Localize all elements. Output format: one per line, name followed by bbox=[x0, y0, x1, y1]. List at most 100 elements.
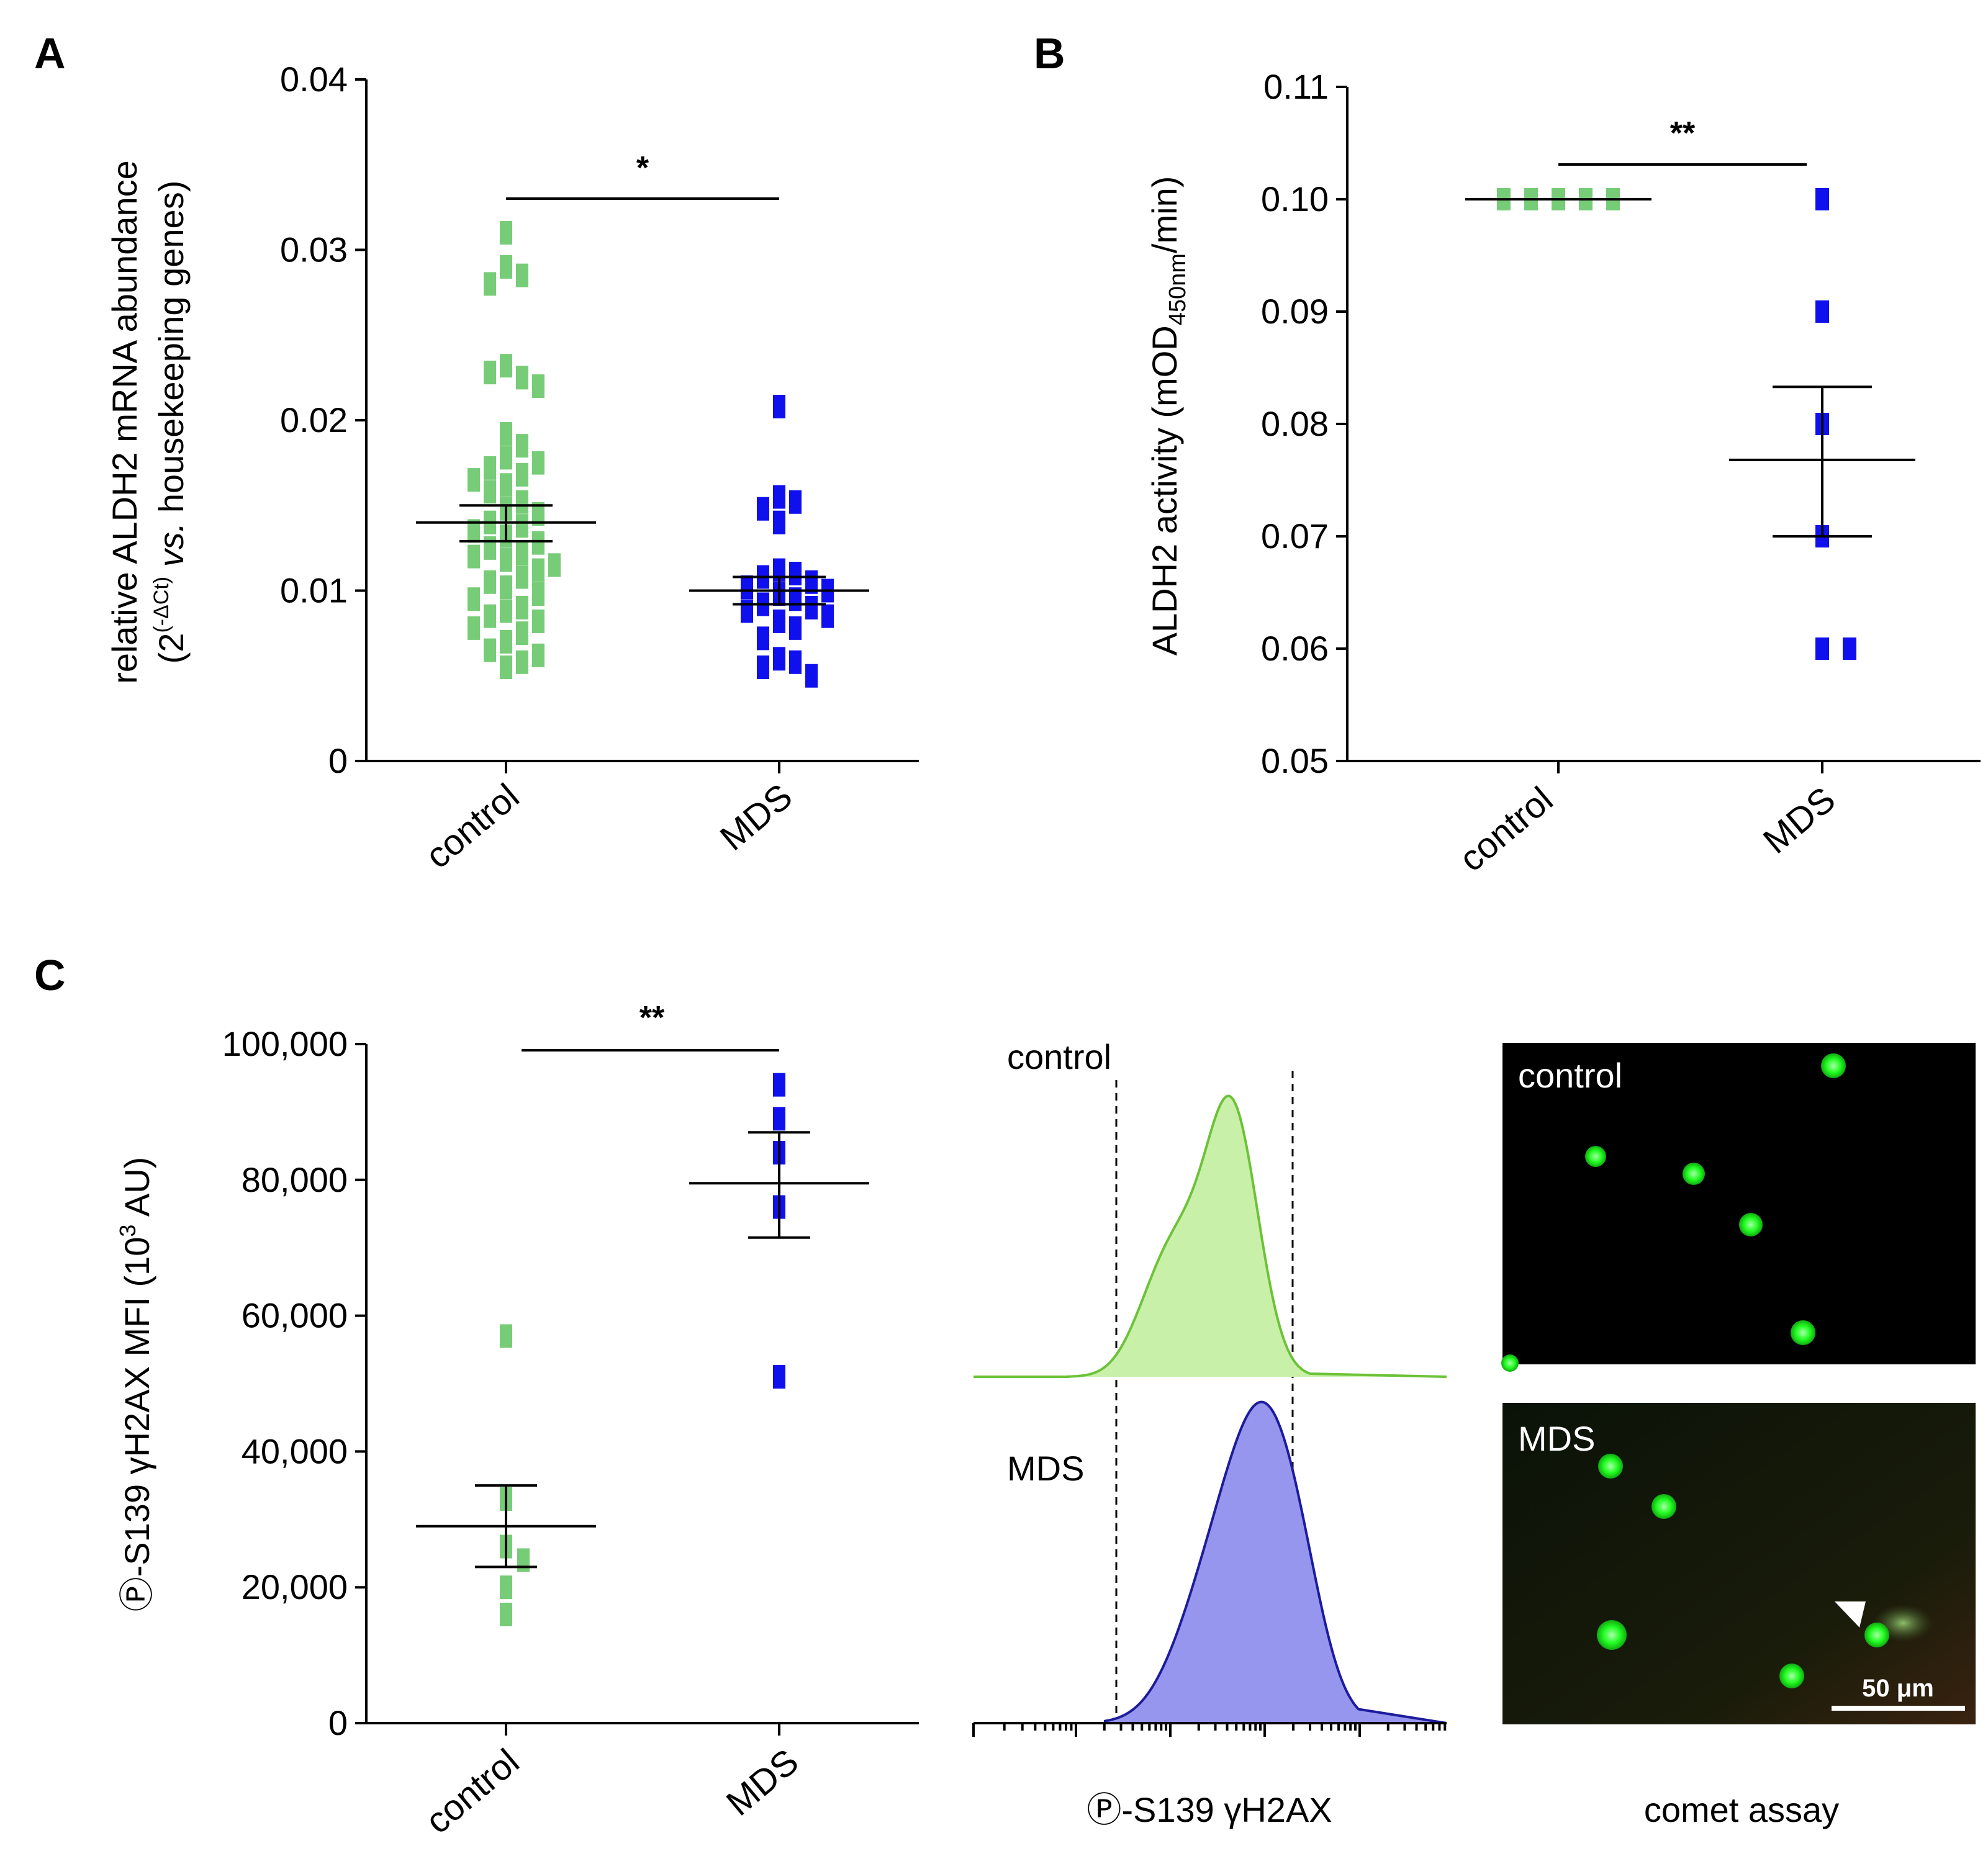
comet-image-mds: MDS 50 μm bbox=[1502, 1403, 1976, 1724]
data-point-mds bbox=[773, 1073, 785, 1097]
nucleus bbox=[1683, 1163, 1705, 1185]
nucleus bbox=[1501, 1354, 1519, 1372]
y-tick-label: 0.11 bbox=[1263, 67, 1329, 106]
y-tick-label: 0.02 bbox=[280, 400, 348, 439]
y-tick-label: 0 bbox=[328, 1703, 348, 1742]
nucleus bbox=[1821, 1053, 1846, 1078]
data-point-mds bbox=[789, 562, 802, 586]
data-point-control bbox=[532, 643, 544, 667]
data-point-control bbox=[516, 462, 528, 487]
data-point-mds bbox=[773, 1107, 785, 1131]
panel-c-category-mds: MDS bbox=[719, 1741, 806, 1824]
data-point-control bbox=[548, 553, 561, 577]
data-point-control bbox=[532, 374, 544, 399]
panel-b-chart: 0.050.060.070.080.090.100.11 ** control … bbox=[1145, 67, 1981, 880]
panel-c-error-bars bbox=[416, 1131, 869, 1569]
panel-c-significance: ** bbox=[639, 1000, 665, 1036]
data-point-control bbox=[484, 456, 496, 480]
data-point-mds bbox=[1843, 637, 1856, 660]
histogram-control-curve bbox=[974, 1094, 1447, 1378]
data-point-mds bbox=[773, 647, 785, 671]
nucleus bbox=[1651, 1494, 1676, 1519]
panel-a-significance: * bbox=[636, 150, 649, 186]
data-point-control bbox=[484, 638, 496, 662]
panel-a-y-ticks: 0 0.01 0.02 0.03 0.04 bbox=[280, 60, 366, 780]
panel-letter-b: B bbox=[1034, 29, 1065, 78]
data-point-mds bbox=[773, 510, 785, 534]
data-point-control bbox=[500, 354, 512, 378]
data-point-mds bbox=[805, 595, 818, 619]
comet-image-label-mds: MDS bbox=[1518, 1419, 1595, 1458]
data-point-mds bbox=[821, 604, 834, 628]
data-point-mds bbox=[741, 575, 753, 600]
y-tick-label: 20,000 bbox=[242, 1567, 348, 1606]
panel-b-category-control: control bbox=[1452, 779, 1560, 880]
data-point-control bbox=[484, 361, 496, 385]
data-point-mds bbox=[741, 599, 753, 623]
y-tick-label: 60,000 bbox=[242, 1296, 348, 1335]
y-tick-label: 40,000 bbox=[242, 1431, 348, 1470]
nucleus bbox=[1779, 1664, 1804, 1688]
arrowhead-icon bbox=[1835, 1601, 1866, 1628]
data-point-control bbox=[484, 480, 496, 504]
data-point-control bbox=[484, 536, 496, 560]
data-point-mds bbox=[757, 497, 769, 521]
data-point-mds bbox=[757, 626, 769, 651]
y-tick-label: 0.05 bbox=[1261, 741, 1329, 780]
data-point-control bbox=[500, 1575, 512, 1600]
data-point-control bbox=[468, 544, 480, 569]
y-tick-label: 0.01 bbox=[280, 571, 348, 610]
data-point-control bbox=[484, 272, 496, 296]
data-point-control bbox=[532, 558, 544, 582]
histogram-x-label: Ⓟ-S139 γH2AX bbox=[1087, 1790, 1332, 1829]
panel-a-y-label-line1: relative ALDH2 mRNA abundance bbox=[105, 160, 144, 684]
nucleus bbox=[1791, 1320, 1815, 1345]
data-point-control bbox=[532, 582, 544, 606]
y-tick-label: 0.04 bbox=[280, 60, 348, 99]
data-point-control bbox=[468, 468, 480, 492]
data-point-mds bbox=[805, 664, 818, 688]
data-point-control bbox=[468, 616, 480, 640]
nucleus bbox=[1739, 1213, 1763, 1236]
data-point-control bbox=[516, 263, 528, 287]
comet-image-control-background bbox=[1502, 1043, 1976, 1364]
data-point-control bbox=[500, 548, 512, 572]
data-point-control bbox=[516, 541, 528, 565]
comet-image-label-control: control bbox=[1518, 1056, 1622, 1095]
data-point-mds bbox=[789, 616, 802, 640]
panel-b-category-mds: MDS bbox=[1756, 779, 1843, 862]
histogram-label-mds: MDS bbox=[1007, 1449, 1084, 1488]
panel-b-points bbox=[1497, 188, 1856, 660]
data-point-mds bbox=[1815, 188, 1829, 210]
data-point-control bbox=[532, 609, 544, 633]
data-point-mds bbox=[773, 609, 785, 633]
data-point-control bbox=[516, 621, 528, 646]
y-tick-label: 0.07 bbox=[1261, 516, 1329, 556]
data-point-mds bbox=[773, 1365, 785, 1389]
data-point-control bbox=[500, 1324, 512, 1348]
data-point-control bbox=[500, 629, 512, 654]
panel-a-category-mds: MDS bbox=[713, 776, 800, 858]
panel-letter-c: C bbox=[34, 951, 66, 999]
data-point-mds bbox=[757, 655, 769, 680]
histogram-mds-curve bbox=[974, 1400, 1447, 1724]
data-point-control bbox=[532, 531, 544, 555]
data-point-control bbox=[484, 604, 496, 628]
data-point-mds bbox=[773, 395, 785, 419]
data-point-control bbox=[500, 1602, 512, 1626]
nucleus bbox=[1598, 1454, 1623, 1479]
data-point-control bbox=[468, 519, 480, 543]
data-point-control bbox=[516, 595, 528, 619]
data-point-control bbox=[500, 473, 512, 497]
data-point-mds bbox=[789, 490, 802, 514]
data-point-control bbox=[500, 599, 512, 623]
data-point-mds bbox=[1815, 637, 1829, 660]
scale-bar-label: 50 μm bbox=[1862, 1675, 1934, 1702]
y-tick-label: 0.03 bbox=[280, 230, 348, 269]
data-point-control bbox=[500, 655, 512, 680]
histogram-label-control: control bbox=[1007, 1037, 1111, 1076]
panel-c-chart: 0 20,000 40,000 60,000 80,000 100,000 ** cont… bbox=[115, 1000, 919, 1842]
panel-c-y-label: Ⓟ-S139 γH2AX MFI (103 AU) bbox=[115, 1157, 156, 1612]
histogram-log-ticks bbox=[972, 1723, 1447, 1737]
